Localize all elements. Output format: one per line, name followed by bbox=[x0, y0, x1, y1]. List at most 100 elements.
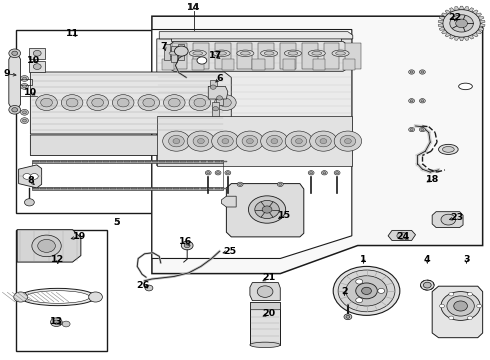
Polygon shape bbox=[152, 16, 483, 274]
Circle shape bbox=[410, 71, 413, 73]
Circle shape bbox=[14, 292, 27, 302]
Circle shape bbox=[267, 135, 282, 147]
Text: 24: 24 bbox=[396, 233, 410, 242]
Circle shape bbox=[421, 129, 424, 131]
Circle shape bbox=[419, 127, 425, 132]
Polygon shape bbox=[75, 188, 81, 189]
Circle shape bbox=[456, 19, 467, 28]
Text: 19: 19 bbox=[73, 233, 86, 242]
Polygon shape bbox=[313, 59, 325, 70]
Polygon shape bbox=[478, 27, 484, 30]
Polygon shape bbox=[438, 23, 443, 27]
Circle shape bbox=[262, 206, 272, 213]
Circle shape bbox=[356, 279, 363, 284]
Polygon shape bbox=[345, 43, 361, 69]
Polygon shape bbox=[212, 102, 219, 116]
Polygon shape bbox=[464, 36, 468, 40]
Polygon shape bbox=[29, 61, 45, 72]
Circle shape bbox=[295, 139, 302, 144]
Circle shape bbox=[239, 183, 242, 185]
Polygon shape bbox=[29, 48, 45, 59]
Polygon shape bbox=[187, 188, 193, 189]
Polygon shape bbox=[450, 35, 455, 39]
Text: 4: 4 bbox=[424, 256, 431, 264]
Polygon shape bbox=[187, 161, 193, 162]
Polygon shape bbox=[250, 283, 280, 301]
Polygon shape bbox=[192, 59, 204, 70]
Circle shape bbox=[41, 98, 52, 107]
Ellipse shape bbox=[288, 51, 298, 55]
Polygon shape bbox=[172, 161, 178, 162]
Polygon shape bbox=[221, 188, 227, 189]
Circle shape bbox=[277, 182, 283, 186]
Polygon shape bbox=[32, 187, 223, 190]
Circle shape bbox=[420, 280, 434, 290]
Polygon shape bbox=[221, 161, 227, 162]
Text: 6: 6 bbox=[216, 74, 223, 83]
Circle shape bbox=[189, 95, 211, 111]
Polygon shape bbox=[30, 135, 231, 156]
Polygon shape bbox=[441, 13, 448, 17]
Circle shape bbox=[21, 84, 28, 89]
Polygon shape bbox=[159, 32, 353, 39]
Circle shape bbox=[323, 172, 326, 174]
Circle shape bbox=[30, 174, 38, 179]
Polygon shape bbox=[216, 91, 223, 105]
Circle shape bbox=[21, 109, 28, 115]
Circle shape bbox=[143, 98, 155, 107]
Ellipse shape bbox=[217, 51, 226, 55]
Ellipse shape bbox=[169, 51, 179, 55]
Polygon shape bbox=[47, 161, 53, 162]
Polygon shape bbox=[226, 184, 304, 237]
Circle shape bbox=[193, 135, 209, 147]
Circle shape bbox=[53, 320, 59, 324]
Polygon shape bbox=[478, 17, 484, 20]
Polygon shape bbox=[82, 161, 88, 162]
Circle shape bbox=[346, 276, 387, 306]
Circle shape bbox=[320, 139, 327, 144]
Circle shape bbox=[217, 172, 220, 174]
Circle shape bbox=[92, 98, 103, 107]
Polygon shape bbox=[180, 188, 186, 189]
Polygon shape bbox=[459, 37, 464, 41]
Polygon shape bbox=[215, 43, 231, 69]
Circle shape bbox=[421, 71, 424, 73]
Circle shape bbox=[246, 139, 253, 144]
Polygon shape bbox=[468, 35, 473, 39]
Circle shape bbox=[409, 127, 415, 132]
Circle shape bbox=[409, 99, 415, 103]
Polygon shape bbox=[47, 188, 53, 189]
Circle shape bbox=[21, 118, 28, 123]
Circle shape bbox=[421, 100, 424, 102]
Ellipse shape bbox=[308, 50, 325, 57]
Polygon shape bbox=[166, 161, 171, 162]
Circle shape bbox=[443, 10, 480, 37]
Circle shape bbox=[169, 135, 184, 147]
Polygon shape bbox=[164, 44, 170, 60]
Polygon shape bbox=[40, 161, 46, 162]
Polygon shape bbox=[464, 6, 468, 10]
Ellipse shape bbox=[166, 50, 182, 57]
Polygon shape bbox=[61, 188, 67, 189]
Ellipse shape bbox=[459, 83, 472, 90]
Polygon shape bbox=[33, 188, 39, 189]
Circle shape bbox=[236, 131, 264, 151]
Circle shape bbox=[217, 96, 222, 100]
Circle shape bbox=[440, 304, 444, 308]
Ellipse shape bbox=[20, 288, 96, 306]
Polygon shape bbox=[96, 188, 102, 189]
Ellipse shape bbox=[332, 50, 349, 57]
Circle shape bbox=[112, 95, 134, 111]
Circle shape bbox=[163, 131, 190, 151]
Circle shape bbox=[308, 171, 314, 175]
Polygon shape bbox=[343, 59, 355, 70]
Circle shape bbox=[467, 292, 472, 296]
Ellipse shape bbox=[336, 51, 345, 55]
Polygon shape bbox=[388, 230, 416, 240]
Polygon shape bbox=[68, 188, 74, 189]
Circle shape bbox=[310, 131, 337, 151]
Polygon shape bbox=[152, 30, 352, 258]
Ellipse shape bbox=[26, 291, 90, 303]
Circle shape bbox=[419, 70, 425, 74]
Polygon shape bbox=[432, 286, 483, 338]
